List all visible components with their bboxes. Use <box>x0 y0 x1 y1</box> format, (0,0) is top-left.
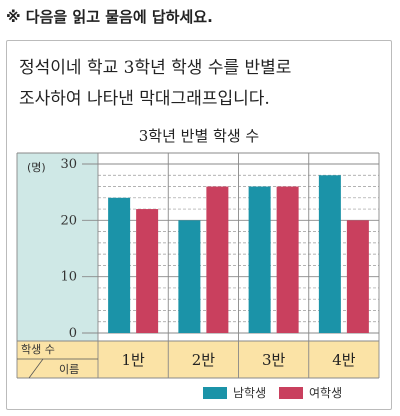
y-tick-labels: 0 10 20 30 <box>60 157 77 341</box>
y-tick-label: 10 <box>60 270 77 285</box>
category-label: 4반 <box>332 351 356 369</box>
bar-boys <box>108 197 131 333</box>
chart-title: 3학년 반별 학생 수 <box>139 127 259 145</box>
row-header-top: 학생 수 <box>21 343 55 356</box>
bar-boys <box>248 186 271 333</box>
bar-girls <box>136 209 159 333</box>
y-unit-label: (명) <box>27 161 46 174</box>
y-tick-label: 20 <box>60 213 77 228</box>
bar-girls <box>206 186 229 333</box>
question-line-2: 조사하여 나타낸 막대그래프입니다. <box>19 89 270 109</box>
bar-boys <box>178 220 201 333</box>
y-tick-label: 30 <box>60 157 77 172</box>
category-label: 2반 <box>192 351 216 369</box>
bar-girls <box>346 220 369 333</box>
legend-swatch <box>203 387 227 399</box>
bar-girls <box>276 186 299 333</box>
question-line-1: 정석이네 학교 3학년 학생 수를 반별로 <box>19 58 292 78</box>
legend-label: 여학생 <box>309 386 342 400</box>
question-card: 정석이네 학교 3학년 학생 수를 반별로 조사하여 나타낸 막대그래프입니다.… <box>6 40 392 410</box>
bar-boys <box>318 175 341 333</box>
question-text: 정석이네 학교 3학년 학생 수를 반별로 조사하여 나타낸 막대그래프입니다. <box>19 53 291 115</box>
y-tick-label: 0 <box>69 326 77 341</box>
header-slash <box>28 358 44 379</box>
legend: 남학생 여학생 <box>203 386 342 400</box>
row-header-bottom: 이름 <box>59 363 79 376</box>
y-axis-panel <box>17 153 98 341</box>
category-header-row <box>17 341 379 378</box>
legend-swatch <box>279 387 303 399</box>
bar-chart: 3학년 반별 학생 수 0 10 20 30 1반 2반 3반 4반 (명) 학생 수 이름… <box>16 127 380 400</box>
category-label: 1반 <box>121 351 145 369</box>
category-label: 3반 <box>262 351 286 369</box>
category-labels: 1반 2반 3반 4반 <box>121 351 355 369</box>
bars-group <box>108 175 369 333</box>
legend-label: 남학생 <box>233 386 266 400</box>
instruction-text: ※ 다음을 읽고 물음에 답하세요. <box>6 8 213 26</box>
